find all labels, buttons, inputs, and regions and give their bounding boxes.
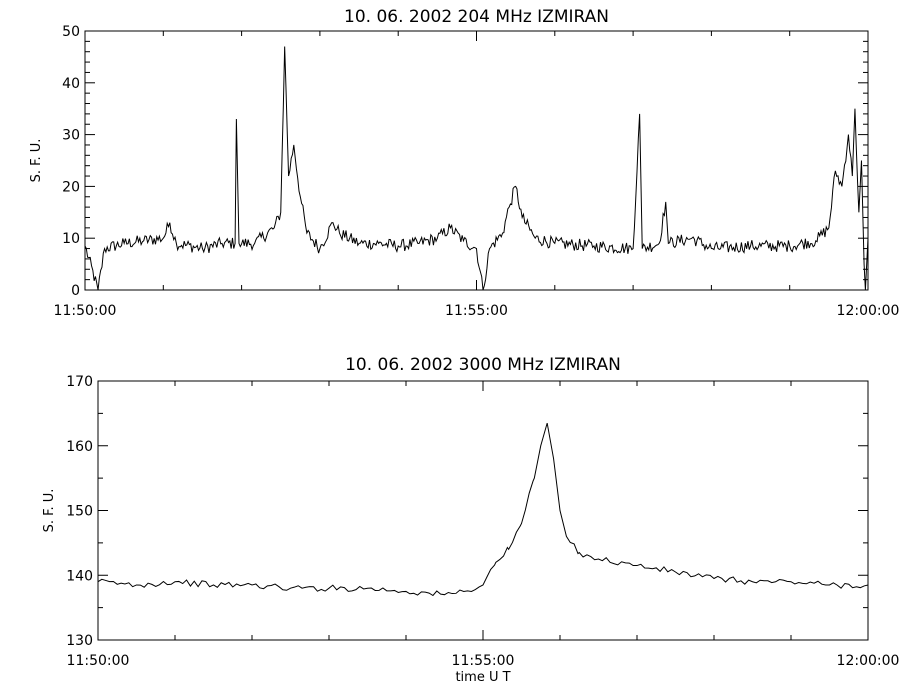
y-tick-label: 50 xyxy=(62,24,80,40)
x-tick-label: 11:55:00 xyxy=(445,303,508,319)
x-axis-label: time U T xyxy=(455,670,510,685)
chart-title: 10. 06. 2002 3000 MHz IZMIRAN xyxy=(345,355,621,375)
y-tick-label: 40 xyxy=(62,76,80,92)
x-tick-label: 12:00:00 xyxy=(837,653,900,669)
y-tick-label: 140 xyxy=(66,568,93,584)
y-tick-label: 30 xyxy=(62,128,80,144)
plot-frame xyxy=(97,380,869,641)
x-tick-label: 11:50:00 xyxy=(67,653,130,669)
y-tick-label: 150 xyxy=(66,504,93,520)
y-axis-label: S. F. U. xyxy=(42,489,57,533)
y-tick-label: 170 xyxy=(66,374,93,390)
x-tick-label: 11:55:00 xyxy=(452,653,515,669)
y-tick-label: 0 xyxy=(71,283,80,299)
y-tick-label: 20 xyxy=(62,179,80,195)
y-tick-label: 160 xyxy=(66,439,93,455)
x-tick-label: 12:00:00 xyxy=(837,303,900,319)
y-tick-label: 130 xyxy=(66,633,93,649)
series-line xyxy=(97,422,869,597)
series-line xyxy=(84,46,869,291)
x-tick-label: 11:50:00 xyxy=(54,303,117,319)
y-axis-label: S. F. U. xyxy=(29,139,44,183)
chart-title: 10. 06. 2002 204 MHz IZMIRAN xyxy=(344,7,609,27)
y-tick-label: 10 xyxy=(62,231,80,247)
